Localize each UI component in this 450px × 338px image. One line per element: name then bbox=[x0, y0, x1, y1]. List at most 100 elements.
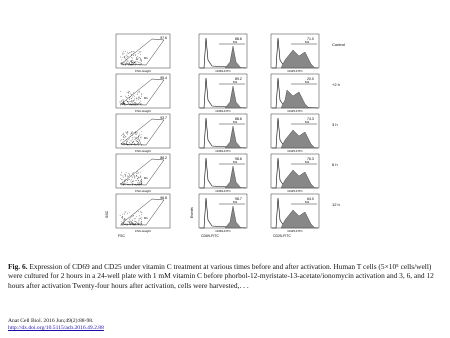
dot bbox=[134, 51, 135, 53]
percent: 88.6 bbox=[235, 117, 242, 121]
treated-histogram bbox=[224, 125, 242, 149]
dot bbox=[134, 144, 135, 146]
dot bbox=[128, 103, 130, 104]
dot bbox=[136, 176, 137, 178]
dot bbox=[123, 133, 124, 135]
dot bbox=[125, 97, 127, 98]
dot bbox=[139, 217, 141, 219]
treated-histogram bbox=[280, 169, 316, 189]
dot bbox=[134, 176, 136, 178]
dot bbox=[128, 172, 130, 174]
dot bbox=[139, 182, 141, 183]
dot bbox=[131, 101, 133, 103]
control-histogram bbox=[200, 37, 247, 69]
dot bbox=[132, 222, 134, 224]
dot bbox=[126, 56, 128, 58]
x-label: CD69-FITC bbox=[215, 109, 231, 113]
dot bbox=[141, 182, 142, 184]
dot bbox=[133, 50, 134, 52]
dot bbox=[128, 63, 130, 64]
dot bbox=[140, 221, 142, 222]
dot bbox=[138, 99, 140, 101]
dot bbox=[131, 222, 133, 224]
dot bbox=[126, 62, 127, 64]
dot bbox=[137, 103, 139, 104]
dot bbox=[126, 97, 128, 99]
percent: 88.6 bbox=[235, 37, 242, 41]
dot bbox=[122, 144, 123, 146]
dot bbox=[125, 63, 127, 65]
dot bbox=[136, 103, 138, 104]
dot bbox=[124, 218, 126, 220]
dot bbox=[131, 173, 133, 175]
dot bbox=[123, 212, 125, 214]
dot bbox=[129, 217, 131, 219]
dot bbox=[130, 132, 132, 134]
dot bbox=[140, 180, 142, 182]
dot bbox=[129, 91, 130, 92]
dot bbox=[124, 213, 126, 215]
dot bbox=[131, 50, 133, 52]
dot bbox=[140, 142, 141, 144]
dot bbox=[139, 223, 141, 225]
dot bbox=[138, 218, 140, 219]
x-label: FSC-Height bbox=[135, 69, 151, 73]
row-label: 3 h bbox=[332, 122, 338, 127]
caption: Fig. 6. Expression of CD69 and CD25 unde… bbox=[8, 262, 444, 290]
dot bbox=[129, 62, 130, 63]
dot bbox=[139, 183, 141, 185]
dot bbox=[125, 172, 127, 174]
dot bbox=[126, 142, 127, 144]
dot bbox=[136, 132, 138, 134]
dot bbox=[139, 58, 141, 59]
dot bbox=[132, 215, 134, 217]
dot bbox=[132, 142, 133, 143]
dot bbox=[120, 178, 121, 179]
dot bbox=[135, 61, 137, 62]
dot bbox=[120, 174, 122, 176]
dot bbox=[134, 98, 135, 100]
dot bbox=[127, 101, 129, 103]
dot bbox=[137, 183, 139, 185]
dot bbox=[121, 213, 123, 215]
dot bbox=[123, 144, 125, 146]
dot bbox=[129, 138, 130, 140]
dot bbox=[136, 172, 138, 174]
dot bbox=[127, 62, 129, 64]
dot bbox=[130, 182, 132, 184]
dot bbox=[120, 139, 122, 141]
treated-histogram bbox=[224, 85, 242, 109]
dot bbox=[128, 221, 129, 223]
dot bbox=[133, 96, 135, 98]
dot bbox=[135, 137, 136, 139]
dot bbox=[132, 133, 134, 134]
dot bbox=[131, 100, 133, 102]
dot bbox=[123, 53, 125, 55]
dot bbox=[137, 178, 139, 180]
dot bbox=[126, 144, 128, 146]
dot bbox=[125, 174, 127, 176]
dot bbox=[123, 103, 125, 104]
dot bbox=[140, 51, 142, 53]
dot bbox=[139, 98, 141, 100]
x-label: CD25-FITC bbox=[287, 189, 303, 193]
percent: 74.3 bbox=[307, 117, 314, 121]
doi-link[interactable]: http://dx.doi.org/10.5115/acb.2016.49.2.… bbox=[8, 325, 104, 331]
dot bbox=[122, 184, 124, 186]
x-label: CD25-FITC bbox=[287, 149, 303, 153]
dot bbox=[127, 130, 129, 132]
dot bbox=[122, 179, 123, 181]
dot bbox=[132, 100, 133, 102]
dot bbox=[135, 103, 137, 105]
dot bbox=[139, 102, 140, 103]
x-label: FSC-Height bbox=[135, 149, 151, 153]
marker-label: M1 bbox=[305, 160, 309, 164]
dot bbox=[140, 133, 142, 135]
dot bbox=[132, 219, 133, 221]
dot bbox=[125, 176, 126, 178]
x-label: CD69-FITC bbox=[215, 149, 231, 153]
dot bbox=[131, 62, 133, 63]
dot bbox=[134, 55, 136, 56]
dot bbox=[127, 144, 129, 146]
x-label: CD69-FITC bbox=[215, 189, 231, 193]
